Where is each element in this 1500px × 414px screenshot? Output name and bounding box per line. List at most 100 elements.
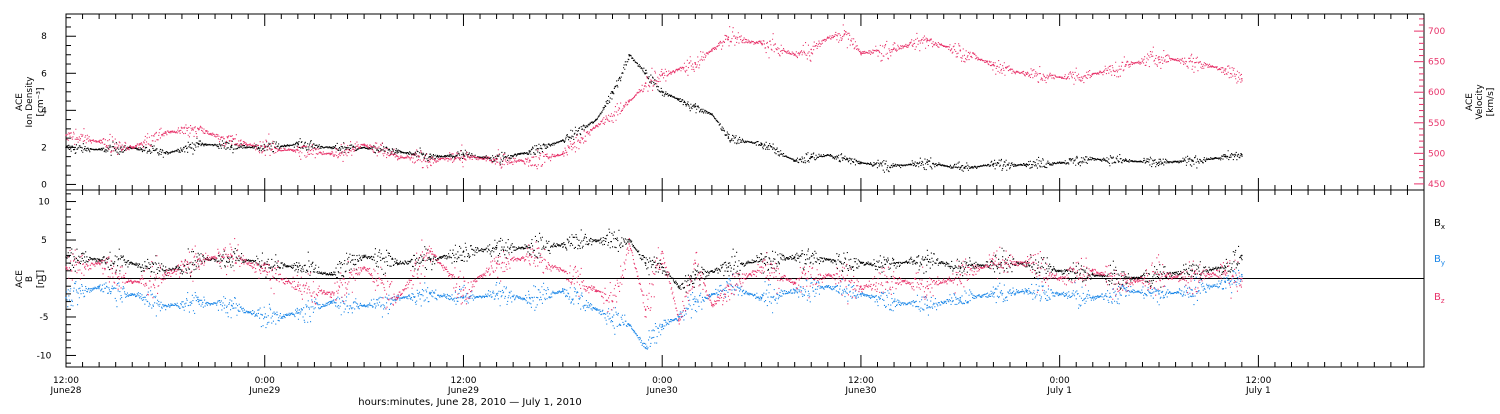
top-density-point-36 — [1092, 157, 1094, 160]
bottom-by-points — [65, 269, 1243, 350]
top-density-point-26 — [793, 159, 796, 162]
bottom-bz-point-1 — [98, 262, 100, 264]
bottom-bx-point-16 — [595, 239, 597, 241]
top-density-point-38 — [1158, 161, 1160, 163]
top-velocity-point-19 — [661, 74, 663, 76]
bottom-bx-point-12 — [462, 250, 465, 253]
top-density-point-31 — [926, 161, 928, 163]
bottom-bx-point-7 — [297, 266, 299, 268]
top-left-tick-label-3: 6 — [41, 69, 47, 79]
top-density-point-1 — [98, 148, 100, 150]
bottom-bz-point-19 — [644, 308, 647, 311]
bottom-bz-point-40 — [1241, 277, 1243, 280]
bottom-bz-point-34 — [1058, 277, 1061, 280]
top-velocity-point-4 — [197, 128, 200, 130]
top-velocity-point-36 — [1092, 73, 1094, 75]
bottom-bx-point-11 — [429, 258, 432, 261]
legend-bz-text: B — [1434, 292, 1441, 303]
bottom-by-point-6 — [263, 316, 266, 318]
bottom-bz-point-0 — [65, 266, 67, 268]
top-velocity-point-35 — [1058, 76, 1061, 78]
top-density-point-12 — [462, 154, 465, 156]
top-velocity-point-38 — [1158, 56, 1160, 58]
bottom-by-point-9 — [363, 304, 365, 307]
bottom-bz-point-10 — [396, 296, 399, 299]
bottom-panel-axes: -10 -5 0 5 10 — [37, 193, 1424, 364]
bottom-by-point-35 — [1092, 296, 1094, 299]
top-velocity-point-8 — [330, 152, 332, 155]
top-density-point-23 — [711, 113, 713, 115]
legend-by-text: B — [1434, 254, 1441, 265]
bottom-bx-point-10 — [396, 262, 399, 264]
x-axis: 12:00June280:00June2912:00June290:00June… — [49, 14, 1425, 396]
bottom-bx-point-37 — [1191, 270, 1193, 272]
top-velocity-point-22 — [711, 48, 713, 51]
bottom-bx-point-20 — [678, 285, 680, 288]
top-density-point-27 — [810, 155, 812, 158]
bottom-by-point-25 — [760, 296, 763, 299]
bottom-bz-point-23 — [711, 304, 713, 307]
top-velocity-points — [65, 24, 1243, 170]
top-left-axis-label: ACE Ion Density [cm⁻³] — [15, 76, 46, 128]
bottom-panel-series — [65, 228, 1243, 350]
bottom-left-label-line-3: [nT] — [36, 270, 46, 288]
top-left-tick-label-4: 8 — [41, 32, 47, 42]
top-velocity-point-33 — [992, 63, 995, 66]
bottom-left-tick-label-2: 0 — [41, 275, 47, 285]
top-velocity-point-18 — [644, 82, 647, 84]
top-density-points — [65, 54, 1243, 173]
bottom-by-point-26 — [793, 289, 796, 291]
bottom-bx-point-0 — [65, 256, 67, 258]
top-density-point-39 — [1191, 159, 1193, 162]
top-density-point-11 — [429, 155, 432, 158]
top-density-point-32 — [959, 167, 962, 169]
bottom-bz-point-18 — [628, 243, 630, 245]
bottom-bz-point-37 — [1158, 273, 1160, 276]
bottom-by-point-38 — [1191, 289, 1193, 291]
x-tick-time-4: 12:00 — [848, 376, 874, 386]
bottom-by-point-36 — [1125, 289, 1127, 291]
top-density-point-9 — [363, 146, 365, 149]
bottom-by-point-28 — [860, 293, 862, 295]
bottom-by-point-5 — [230, 304, 233, 307]
bottom-bx-point-19 — [661, 266, 663, 268]
top-right-label-line-1: ACE — [1465, 93, 1475, 111]
bottom-bx-point-27 — [860, 262, 862, 264]
top-velocity-point-12 — [462, 155, 465, 158]
legend-by-sub: y — [1441, 259, 1445, 267]
top-velocity-point-5 — [230, 140, 233, 142]
bottom-by-point-0 — [65, 296, 67, 299]
bottom-bx-point-8 — [330, 273, 332, 276]
bottom-bz-point-35 — [1092, 270, 1094, 272]
top-velocity-point-24 — [760, 42, 763, 45]
top-velocity-point-16 — [595, 125, 597, 127]
bottom-bz-marks — [66, 238, 1243, 325]
bottom-bx-point-9 — [363, 254, 365, 257]
top-velocity-point-27 — [827, 36, 829, 38]
bottom-bz-point-24 — [727, 285, 730, 288]
top-density-point-30 — [893, 165, 895, 167]
top-velocity-point-1 — [98, 140, 100, 142]
bottom-bz-point-38 — [1191, 277, 1193, 280]
top-panel-series — [65, 24, 1243, 173]
bottom-bz-point-33 — [1025, 262, 1028, 264]
top-density-point-28 — [827, 154, 829, 156]
bottom-bz-point-29 — [893, 277, 895, 280]
x-tick-time-1: 0:00 — [255, 376, 275, 386]
bottom-legend: Bx By Bz — [1434, 218, 1445, 305]
top-panel-frame — [65, 13, 1425, 191]
bottom-by-point-18 — [628, 323, 630, 326]
bottom-bz-point-6 — [263, 270, 266, 272]
bottom-bz-point-9 — [363, 266, 365, 268]
bottom-by-point-4 — [197, 300, 200, 303]
top-velocity-point-34 — [1025, 73, 1028, 75]
top-density-point-16 — [595, 118, 597, 121]
top-velocity-point-32 — [959, 49, 962, 52]
legend-bx: Bx — [1434, 218, 1445, 231]
bottom-by-point-16 — [595, 308, 597, 311]
x-tick-date-2: June29 — [447, 386, 479, 396]
bottom-by-point-31 — [959, 296, 962, 299]
bottom-by-point-13 — [495, 293, 498, 295]
bottom-bz-point-22 — [694, 262, 697, 264]
bottom-left-tick-label-3: 5 — [41, 236, 47, 246]
